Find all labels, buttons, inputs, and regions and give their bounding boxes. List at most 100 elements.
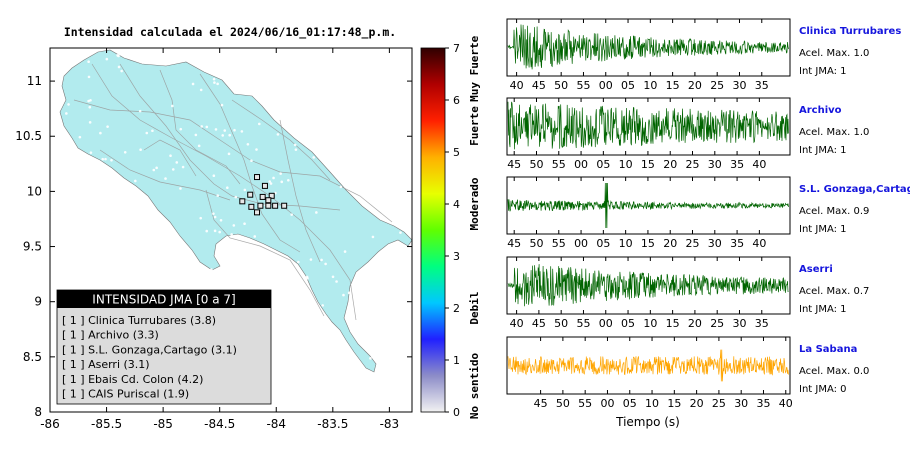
town-dot [171,168,175,171]
time-tick-label: 50 [529,237,543,250]
max-acceleration-label: Acel. Max. 0.7 [799,286,869,297]
time-tick-label: 40 [752,237,766,250]
seismogram: 45 50 55 00 05 10 15 20 25 30 35 40 S.L. Gonzaga,Car… [506,176,910,250]
town-dot [179,187,182,190]
town-dot [213,81,216,84]
map-x-tick-label: -83 [380,417,400,431]
time-tick-label: 20 [688,79,702,92]
town-dot [343,250,347,253]
time-tick-label: 15 [641,158,655,171]
town-dot [226,186,229,189]
town-dot [117,54,120,58]
map-y-tick-label: 10.5 [15,129,42,143]
max-acceleration-label: Acel. Max. 0.0 [799,366,869,377]
time-tick-label: 05 [621,317,635,330]
town-dot [331,275,335,279]
colorbar-tick-label: 6 [453,94,460,107]
town-dot [347,291,351,295]
time-tick-label: 45 [534,397,548,410]
waveform-trace [507,24,789,70]
map-x-tick-label: -84.5 [204,417,235,431]
town-dot [89,151,93,154]
town-dot [191,82,195,86]
time-tick-label: 45 [507,237,521,250]
town-dot [339,185,343,189]
town-dot [232,224,236,227]
town-dot [371,235,375,239]
map-x-tick-label: -85.5 [91,417,122,431]
map-y-tick-label: 9 [34,295,42,309]
town-dot [110,159,113,162]
legend-item: [ 1 ] Clinica Turrubares (3.8) [62,314,216,327]
town-markers [65,53,402,360]
time-tick-label: 50 [529,158,543,171]
time-tick-label: 25 [710,79,724,92]
colorbar-tick-label: 3 [453,250,460,263]
town-dot [243,222,246,226]
town-dot [88,121,92,124]
map-x-tick-label: -84 [266,417,286,431]
jma-intensity-label: Int JMA: 1 [799,145,847,156]
town-dot [169,154,172,157]
time-tick-label: 10 [619,237,633,250]
town-dot [342,293,345,297]
town-dot [268,180,272,183]
colorbar-panel: 0 1 2 3 4 5 6 7 No sentido Debil Moderado Fuerte Mu… [420,35,481,419]
town-dot [287,178,290,182]
town-dot [205,125,209,129]
town-dot [65,112,68,115]
station-name: Aserri [799,264,833,275]
time-tick-label: 30 [732,317,746,330]
time-tick-label: 30 [708,158,722,171]
station-name: Archivo [799,105,842,116]
waveform-trace [507,101,789,150]
time-tick-label: 05 [621,79,635,92]
jma-intensity-label: Int JMA: 1 [799,224,847,235]
town-dot [246,142,250,146]
time-tick-label: 05 [596,237,610,250]
town-dot [272,176,275,180]
town-dot [117,65,121,69]
map-y-tick-label: 10 [27,184,42,198]
town-dot [257,122,261,126]
time-tick-label: 45 [507,158,521,171]
town-dot [134,179,137,183]
colorbar-ticks: 0 1 2 3 4 5 6 7 [445,42,460,419]
town-dot [253,235,257,238]
station-marker [248,203,255,210]
station-marker [239,198,246,205]
town-dot [212,212,215,215]
time-tick-label: 15 [666,79,680,92]
station-marker [268,192,275,199]
town-dot [312,156,316,159]
intensity-legend: INTENSIDAD JMA [0 a 7] [ 1 ] Clinica Tur… [56,289,272,405]
road-network [73,63,393,321]
legend-header [57,290,271,308]
town-dot [321,304,325,307]
town-dot [219,219,223,222]
time-tick-label: 20 [690,397,704,410]
town-dot [210,268,213,271]
time-tick-label: 35 [756,397,770,410]
time-tick-label: 35 [730,158,744,171]
time-tick-label: 20 [688,317,702,330]
jma-intensity-label: Int JMA: 1 [799,66,847,77]
map-x-tick-label: -86 [40,417,60,431]
seismogram: 45 50 55 00 05 10 15 20 25 30 35 40 La Sabana Acel. M… [506,336,869,410]
seismogram-frame [506,176,791,235]
town-dot [243,188,247,192]
time-tick-label: 00 [599,317,613,330]
town-dot [212,174,216,178]
town-dot [218,230,221,234]
x-axis-label: Tiempo (s) [615,415,680,429]
town-dot [233,128,236,132]
map-x-axis: -86 -85.5 -85 -84.5 -84 -83.5 -83 [40,48,399,431]
station-marker [261,182,268,189]
station-marker [265,197,272,204]
time-tick-label: 20 [663,158,677,171]
map-y-tick-label: 9.5 [23,240,42,254]
town-dot [87,60,90,64]
station-name: S.L. Gonzaga,Cartago [799,184,910,195]
seismogram: 40 45 50 55 00 05 10 15 20 25 30 35 Clinica Turrubar… [506,18,901,92]
